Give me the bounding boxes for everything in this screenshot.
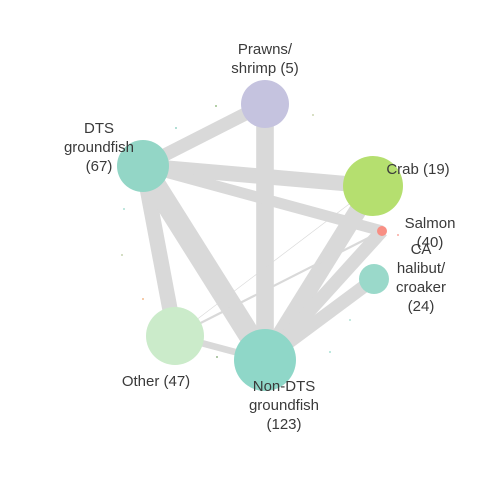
node-label-line: groundfish [64, 139, 134, 156]
node-crab [343, 156, 403, 216]
labels-layer: Prawns/shrimp (5) DTS groundfish (67) Crab (… [64, 41, 455, 433]
node-label-line: Salmon [405, 215, 456, 232]
background-dots [121, 105, 399, 358]
node-nondts [234, 329, 296, 391]
background-dot [329, 351, 331, 353]
node-label-line: Other (47) [122, 373, 190, 390]
node-label-prawns: Prawns/shrimp (5) [231, 41, 299, 77]
node-other [146, 307, 204, 365]
node-label-line: halibut/ [397, 260, 446, 277]
background-dot [175, 127, 177, 129]
background-dot [142, 298, 144, 300]
node-label-line: (24) [408, 298, 435, 315]
background-dot [312, 114, 314, 116]
edge-dts-crab [142, 158, 374, 194]
node-label-line: (40) [417, 234, 444, 251]
background-dot [121, 254, 123, 256]
node-label-line: shrimp (5) [231, 60, 299, 77]
node-label-line: CA [411, 241, 432, 258]
node-label-line: Non-DTS [253, 378, 316, 395]
nodes-layer [117, 80, 403, 391]
edge-salmon-other [174, 230, 383, 337]
node-label-line: Crab (19) [386, 161, 449, 178]
node-halibut [359, 264, 389, 294]
background-dot [397, 234, 399, 236]
node-label-line: (123) [266, 416, 301, 433]
node-label-line: croaker [396, 279, 446, 296]
node-label-line: DTS [84, 120, 114, 137]
node-salmon [377, 226, 387, 236]
node-label-line: (67) [86, 158, 113, 175]
background-dot [123, 208, 125, 210]
background-dot [215, 105, 217, 107]
edge-crab-other [174, 185, 374, 337]
node-prawns [241, 80, 289, 128]
node-label-dts: DTS groundfish (67) [64, 120, 134, 175]
node-label-other: Other (47) [122, 373, 190, 390]
node-dts [117, 140, 169, 192]
node-label-salmon: Salmon (40) [405, 215, 456, 251]
edge-dts-nondts [133, 160, 275, 366]
node-label-halibut: CA halibut/croaker (24) [396, 241, 446, 315]
node-label-line: groundfish [249, 397, 319, 414]
node-label-crab: Crab (19) [386, 161, 449, 178]
node-label-nondts: Non-DTS groundfish (123) [249, 378, 319, 433]
background-dot [216, 356, 218, 358]
node-label-line: Prawns/ [238, 41, 293, 58]
background-dot [349, 319, 351, 321]
